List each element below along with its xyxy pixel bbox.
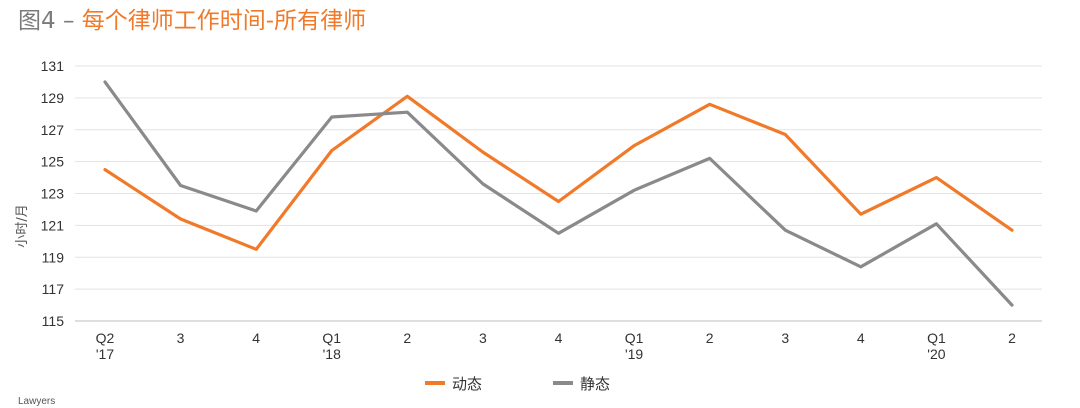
x-tick-label: 2 — [1008, 330, 1016, 346]
y-tick-label: 131 — [41, 58, 65, 74]
x-tick-label: 3 — [177, 330, 185, 346]
x-tick-label: 2 — [706, 330, 714, 346]
x-tick-label: 3 — [781, 330, 789, 346]
x-tick-label: Q1 — [927, 330, 946, 346]
series-line-1 — [103, 80, 1014, 307]
y-axis-ticks: 115 117 119 121 123 125 127 129 131 — [41, 58, 65, 329]
legend: 动态 静态 — [425, 375, 610, 393]
legend-label-0: 动态 — [452, 375, 482, 393]
x-tick-label: '19 — [625, 346, 643, 362]
x-tick-label: '20 — [927, 346, 945, 362]
x-tick-label: '18 — [323, 346, 341, 362]
x-tick-label: 2 — [403, 330, 411, 346]
x-tick-label: 4 — [857, 330, 865, 346]
x-tick-label: Q2 — [96, 330, 115, 346]
series-lines — [103, 80, 1014, 307]
y-tick-label: 115 — [42, 313, 65, 329]
legend-label-1: 静态 — [580, 375, 610, 393]
chart-title: 图4 – 每个律师工作时间-所有律师 — [18, 6, 366, 36]
y-tick-label: 127 — [41, 122, 65, 138]
x-tick-label: 4 — [555, 330, 563, 346]
x-tick-label: Q1 — [625, 330, 644, 346]
y-tick-label: 125 — [41, 154, 65, 170]
y-tick-label: 119 — [42, 249, 65, 265]
series-line-0 — [103, 94, 1014, 251]
chart-title-prefix: 图4 – — [18, 8, 75, 34]
y-tick-label: 123 — [41, 186, 65, 202]
y-axis-label: 小时/月 — [15, 204, 30, 247]
chart-title-main: 每个律师工作时间-所有律师 — [81, 8, 367, 34]
x-tick-label: 4 — [252, 330, 260, 346]
x-tick-label: Q1 — [322, 330, 341, 346]
x-tick-label: '17 — [96, 346, 114, 362]
y-tick-label: 117 — [42, 281, 65, 297]
x-axis-ticks: Q2'173 4 Q1'182 3 4 Q1'192 3 4 Q1'202 — [96, 330, 1016, 362]
y-tick-label: 129 — [41, 90, 65, 106]
x-tick-label: 3 — [479, 330, 487, 346]
grid-lines — [75, 65, 1042, 322]
y-tick-label: 121 — [41, 217, 65, 233]
footnote: Lawyers — [18, 396, 56, 407]
